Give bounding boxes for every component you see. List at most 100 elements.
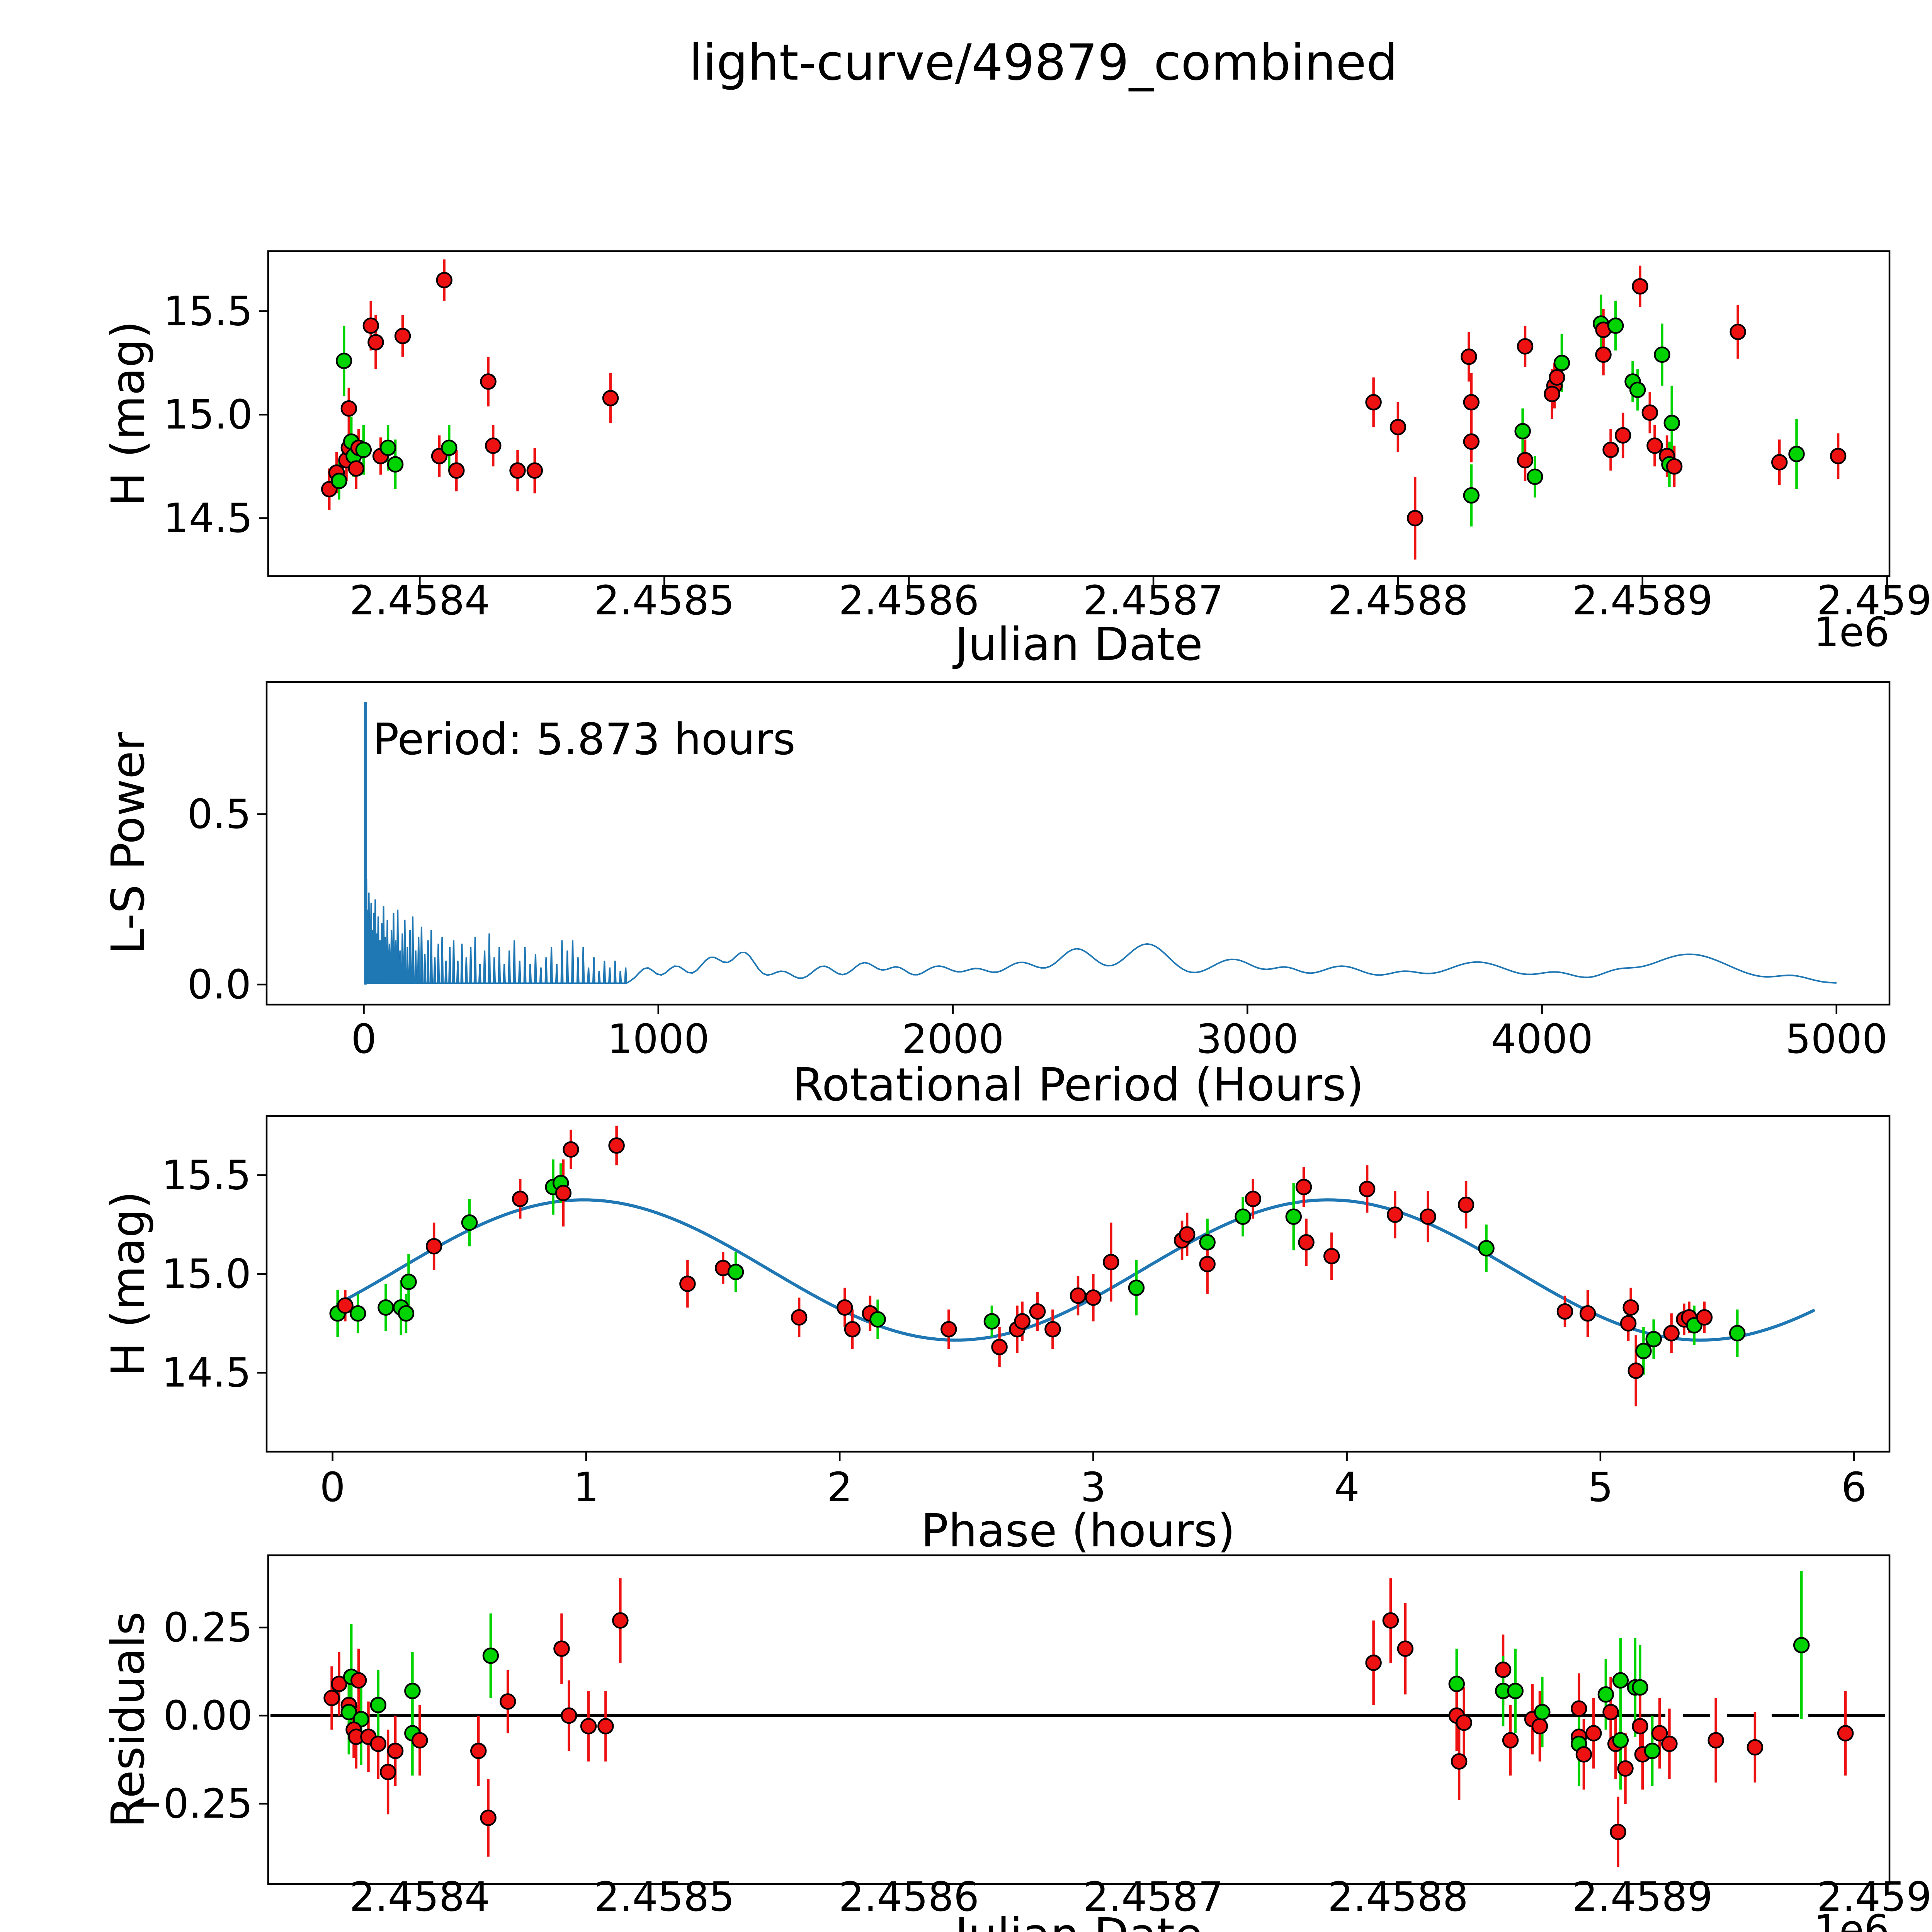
data-point-red	[1837, 1725, 1854, 1742]
data-point-red	[323, 1690, 340, 1706]
jd-lightcurve-ytick-label: 15.0	[163, 391, 253, 438]
jd-lightcurve-ytick-label: 14.5	[163, 495, 253, 542]
data-point-red	[580, 1718, 597, 1735]
data-point-red	[1771, 454, 1788, 471]
data-point-red	[509, 462, 526, 479]
data-point-red	[1451, 1753, 1468, 1770]
data-point-red	[1579, 1305, 1596, 1322]
data-point-red	[1495, 1662, 1512, 1678]
data-point-red	[1570, 1700, 1587, 1717]
data-point-red	[1103, 1254, 1119, 1270]
data-point-red	[1517, 338, 1534, 355]
data-point-red	[470, 1742, 487, 1759]
data-point-red	[1696, 1309, 1713, 1326]
data-point-green	[335, 352, 352, 369]
data-point-red	[844, 1321, 861, 1338]
data-point-green	[1128, 1279, 1145, 1296]
jd-lightcurve-ylabel: H (mag)	[101, 321, 155, 506]
periodogram-axes-frame	[265, 681, 1891, 1006]
phase-curve-xtick-label: 6	[1841, 1464, 1867, 1511]
data-point-green	[1607, 317, 1624, 334]
data-point-red	[1070, 1287, 1087, 1304]
residuals-xlabel: Julian Date	[952, 1908, 1203, 1932]
data-point-red	[1646, 437, 1663, 454]
data-point-green	[370, 1697, 387, 1713]
periodogram-xtick-label: 3000	[1196, 1015, 1299, 1063]
data-point-red	[597, 1718, 614, 1735]
periodogram-xtick-label: 1000	[607, 1015, 709, 1063]
data-point-green	[1629, 381, 1646, 398]
data-point-red	[1029, 1303, 1046, 1320]
phase-curve-ylabel: H (mag)	[101, 1191, 155, 1376]
data-point-green	[1199, 1234, 1216, 1251]
data-point-red	[1456, 1714, 1473, 1731]
data-point-red	[1614, 427, 1631, 444]
jd-lightcurve-markers	[321, 272, 1847, 527]
data-point-red	[480, 373, 497, 390]
data-point-green	[1507, 1682, 1524, 1699]
periodogram-xtick-label: 2000	[902, 1015, 1004, 1063]
phase-curve-xtick-label: 2	[827, 1464, 852, 1511]
data-point-green	[1793, 1637, 1810, 1653]
phase-curve-errorbars	[336, 1126, 1739, 1406]
data-point-green	[1612, 1672, 1629, 1689]
data-point-red	[1708, 1732, 1724, 1749]
panel-phase-curve: 0 1 2 3 4 5 6 14.5 15.0 15.5 Phase (hours) H (mag)	[101, 1115, 1891, 1557]
data-point-red	[1661, 1735, 1678, 1752]
jd-lightcurve-errorbars	[328, 259, 1840, 560]
data-point-red	[679, 1276, 696, 1292]
data-point-green	[350, 1305, 366, 1322]
data-point-red	[1387, 1206, 1403, 1223]
data-point-red	[1575, 1746, 1592, 1763]
residuals-ytick-label: −0.25	[129, 1780, 253, 1827]
data-point-red	[370, 1735, 387, 1752]
data-point-red	[448, 462, 465, 479]
data-point-red	[1458, 1196, 1475, 1213]
data-point-green	[1632, 1679, 1648, 1696]
data-point-red	[561, 1707, 577, 1724]
data-point-red	[1632, 1718, 1648, 1735]
data-point-green	[355, 441, 372, 458]
jd-lightcurve-xtick-label: 2.4585	[594, 577, 735, 624]
phase-curve-ytick-label: 14.5	[162, 1349, 251, 1396]
jd-lightcurve-xtick-label: 2.4588	[1328, 577, 1468, 624]
jd-lightcurve-xtick-label: 2.4584	[349, 577, 490, 624]
data-point-green	[1463, 487, 1480, 504]
data-point-red	[362, 317, 379, 334]
data-point-red	[1544, 386, 1560, 402]
data-point-red	[1641, 404, 1658, 421]
phase-curve-xlabel: Phase (hours)	[921, 1504, 1235, 1557]
residuals-markers	[323, 1612, 1854, 1840]
data-point-red	[1323, 1248, 1340, 1265]
jd-lightcurve-xtick-label: 2.4587	[1083, 577, 1224, 624]
data-point-red	[555, 1185, 572, 1201]
data-point-red	[350, 1672, 367, 1689]
data-point-green	[983, 1313, 1000, 1330]
data-point-green	[1285, 1208, 1302, 1225]
data-point-red	[379, 1764, 396, 1781]
data-point-red	[485, 437, 502, 454]
residuals-errorbars	[330, 1571, 1847, 1867]
data-point-red	[1389, 419, 1406, 435]
data-point-red	[791, 1309, 808, 1326]
data-point-green	[400, 1274, 417, 1290]
data-point-red	[512, 1190, 529, 1207]
periodogram-ylabel: L-S Power	[101, 732, 155, 954]
jd-lightcurve-axis-offset-label: 1e6	[1814, 609, 1889, 656]
data-point-green	[1788, 446, 1805, 463]
data-point-red	[608, 1137, 625, 1154]
data-point-green	[1527, 468, 1543, 485]
data-point-red	[387, 1742, 404, 1759]
data-point-red	[1730, 323, 1746, 340]
data-point-red	[1602, 441, 1619, 458]
jd-lightcurve-axes-frame	[267, 250, 1891, 577]
data-point-green	[1644, 1742, 1661, 1759]
periodogram-xtick-label: 4000	[1491, 1015, 1593, 1063]
data-point-red	[1199, 1256, 1216, 1272]
data-point-red	[1549, 369, 1565, 386]
data-point-green	[869, 1311, 886, 1328]
jd-lightcurve-xlabel: Julian Date	[952, 617, 1203, 671]
data-point-red	[1651, 1725, 1668, 1742]
data-point-red	[425, 1238, 442, 1255]
data-point-red	[1585, 1725, 1602, 1742]
